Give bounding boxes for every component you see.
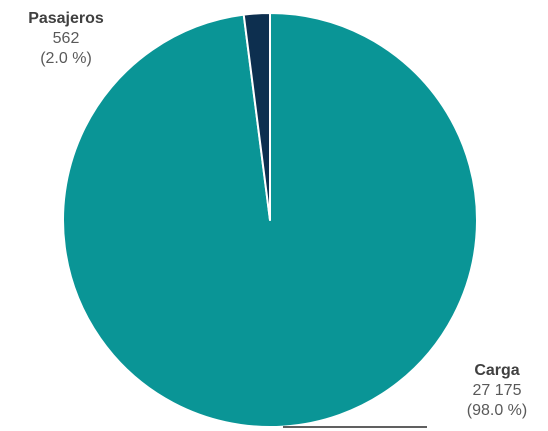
slice-value-carga: 27 175 bbox=[472, 382, 522, 399]
slice-percent-pasajeros: (2.0 %) bbox=[40, 50, 92, 67]
pie-slices bbox=[62, 12, 478, 428]
slice-label-pasajeros: Pasajeros 562 (2.0 %) bbox=[6, 9, 126, 69]
slice-value-pasajeros: 562 bbox=[52, 30, 80, 47]
slice-label-carga: Carga 27 175 (98.0 %) bbox=[448, 361, 546, 421]
slice-name-carga: Carga bbox=[474, 362, 520, 379]
slice-percent-carga: (98.0 %) bbox=[466, 402, 528, 419]
pie-slice-pasajeros bbox=[242, 12, 271, 221]
slice-name-pasajeros: Pasajeros bbox=[28, 10, 104, 27]
